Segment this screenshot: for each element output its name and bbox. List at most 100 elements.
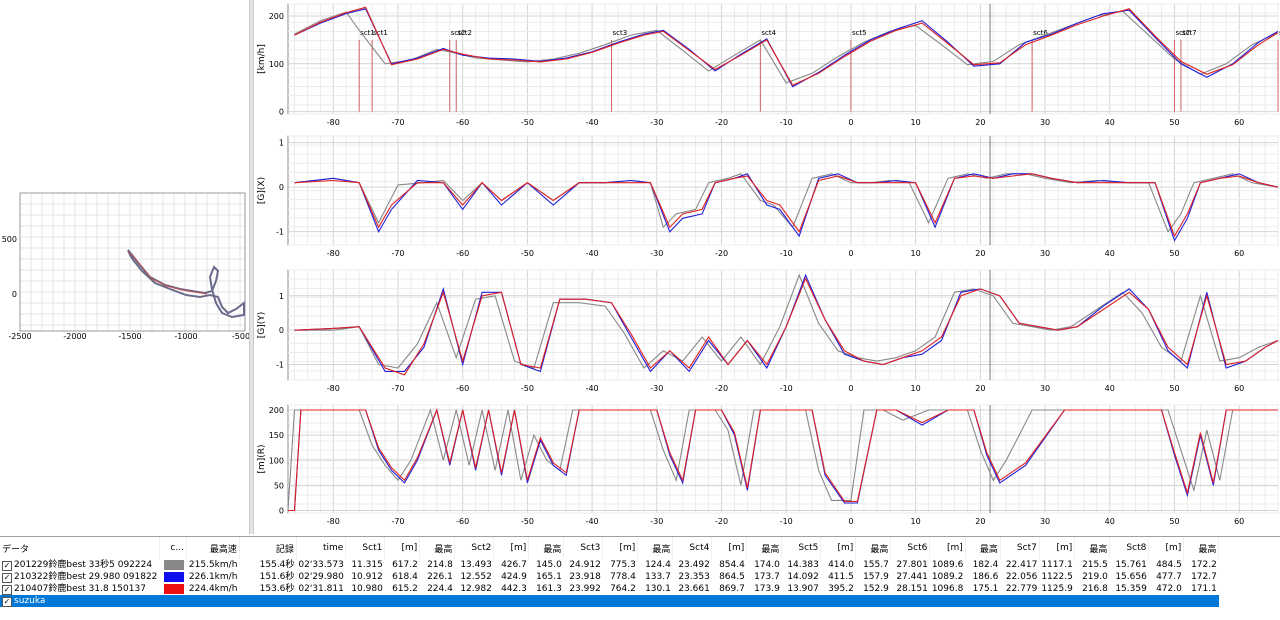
column-header[interactable]: Sct2 xyxy=(454,537,495,559)
sector-label: sct7 xyxy=(1182,29,1197,37)
map-x-tick: -1000 xyxy=(174,332,197,341)
table-cell: 174.0 xyxy=(754,560,780,570)
chart-panel-2[interactable]: -101-80 -70 -60 -50 -40 -30 -20 -10 0 10 20 30 40 50 6… xyxy=(257,135,1279,258)
x-tick-label: -40 xyxy=(586,249,599,258)
y-tick-label: -1 xyxy=(276,228,284,237)
column-header[interactable]: [m] xyxy=(1039,537,1076,559)
color-swatch[interactable] xyxy=(164,571,185,582)
y-axis-label: [km/h] xyxy=(257,44,267,74)
column-header[interactable]: [m] xyxy=(820,537,857,559)
table-cell: 11.315 xyxy=(351,560,383,570)
table-cell: 14.092 xyxy=(787,572,819,582)
column-header[interactable]: c... xyxy=(159,537,187,559)
color-swatch[interactable] xyxy=(164,583,185,594)
column-header[interactable]: 最高 xyxy=(746,537,783,559)
x-tick-label: 50 xyxy=(1169,249,1179,258)
column-header[interactable]: [m] xyxy=(602,537,639,559)
table-cell: 02'29.980 xyxy=(298,572,344,582)
column-header[interactable]: [m] xyxy=(493,537,530,559)
row-checkbox[interactable]: ✓ xyxy=(2,585,12,595)
x-tick-label: -50 xyxy=(521,384,534,393)
table-cell xyxy=(820,595,856,607)
table-cell: 618.4 xyxy=(392,572,418,582)
x-tick-label: 60 xyxy=(1234,384,1244,393)
column-header[interactable]: Sct7 xyxy=(1000,537,1040,559)
table-cell: 615.2 xyxy=(392,584,418,594)
column-header[interactable]: time xyxy=(296,537,347,559)
column-header[interactable]: Sct3 xyxy=(563,537,604,559)
table-cell: 173.7 xyxy=(754,572,780,582)
column-header[interactable]: [m] xyxy=(711,537,748,559)
x-tick-label: 10 xyxy=(911,517,921,526)
table-cell xyxy=(1183,595,1219,607)
column-header[interactable]: Sct4 xyxy=(672,537,713,559)
table-cell xyxy=(1039,595,1075,607)
x-tick-label: -10 xyxy=(780,517,793,526)
column-header[interactable]: データ xyxy=(0,537,160,559)
column-header[interactable]: 最高 xyxy=(419,537,456,559)
table-cell: 15.359 xyxy=(1115,584,1147,594)
x-tick-label: -10 xyxy=(780,249,793,258)
x-tick-label: 30 xyxy=(1040,517,1050,526)
column-header[interactable]: 最高 xyxy=(1183,537,1220,559)
x-tick-label: 50 xyxy=(1169,384,1179,393)
table-cell: 27.801 xyxy=(896,560,928,570)
lap-data-table: データ c... 最高速 記録 time Sct1 [m] 最高 Sct2 [m] 最高 Sct3 [m… xyxy=(0,536,1280,620)
table-cell: 395.2 xyxy=(828,584,854,594)
table-cell: 22.417 xyxy=(1005,560,1038,570)
color-swatch[interactable] xyxy=(164,559,185,570)
column-header[interactable]: 最高 xyxy=(528,537,565,559)
column-header[interactable]: 最高 xyxy=(855,537,892,559)
row-checkbox[interactable]: ✓ xyxy=(2,561,12,571)
column-header[interactable]: 最高速 xyxy=(186,537,240,559)
column-header[interactable]: 最高 xyxy=(965,537,1001,559)
column-header[interactable]: 記録 xyxy=(239,537,297,559)
column-header[interactable]: Sct5 xyxy=(781,537,822,559)
column-header[interactable]: Sct8 xyxy=(1109,537,1150,559)
table-row[interactable]: ✓ 210407鈴鹿best 31.8 150137 224.4km/h 153.6秒… xyxy=(0,583,1219,595)
track-map[interactable]: -2500 -2000 -1500 -1000 -500 500 0 xyxy=(0,185,249,345)
table-cell: 23.661 xyxy=(678,584,710,594)
table-cell: 172.2 xyxy=(1191,560,1217,570)
table-row[interactable]: ✓ suzuka xyxy=(0,595,1219,607)
sector-label: sct1 xyxy=(373,29,388,37)
chart-panel-4[interactable]: 0 50 100 150 200 -80 -70 -60 -50 -40 -30 -20 -10 0 10 2… xyxy=(257,404,1279,526)
column-header[interactable]: 最高 xyxy=(1074,537,1111,559)
table-cell: 130.1 xyxy=(645,584,671,594)
x-tick-label: -40 xyxy=(586,118,599,127)
map-y-tick: 0 xyxy=(12,290,17,299)
column-header[interactable]: 最高 xyxy=(637,537,674,559)
table-cell: 775.3 xyxy=(610,560,636,570)
x-tick-label: -30 xyxy=(650,517,663,526)
y-tick-label: 1 xyxy=(279,292,284,301)
series-line-1 xyxy=(294,273,1279,369)
column-header[interactable]: [m] xyxy=(1148,537,1185,559)
table-cell xyxy=(186,595,240,607)
table-row[interactable]: ✓ 201229鈴鹿best 33秒5 092224 215.5km/h 155.4秒… xyxy=(0,559,1219,571)
x-tick-label: -10 xyxy=(780,118,793,127)
table-cell: 1089.2 xyxy=(931,572,964,582)
x-tick-label: 10 xyxy=(911,249,921,258)
table-cell: 778.4 xyxy=(610,572,636,582)
column-header[interactable]: Sct6 xyxy=(890,537,931,559)
sector-label: sct1 xyxy=(360,29,375,37)
map-y-tick: 500 xyxy=(2,235,17,244)
row-checkbox[interactable]: ✓ xyxy=(2,597,12,607)
column-header[interactable]: Sct1 xyxy=(345,537,386,559)
y-tick-label: -1 xyxy=(276,361,284,370)
chart-panel-3[interactable]: -101-80 -70 -60 -50 -40 -30 -20 -10 0 10 20 30 40 50 6… xyxy=(257,269,1279,393)
row-checkbox[interactable]: ✓ xyxy=(2,573,12,583)
table-cell: 214.8 xyxy=(427,560,453,570)
column-header[interactable]: [m] xyxy=(384,537,421,559)
column-header[interactable]: [m] xyxy=(929,537,966,559)
chart-panel-1[interactable]: 0 100 200 -80 -70 -60 -50 -40 -30 -20 -10 0 10 20 30 40… xyxy=(257,3,1280,127)
pane-splitter[interactable] xyxy=(249,0,254,534)
table-cell: 1117.1 xyxy=(1041,560,1073,570)
table-cell xyxy=(528,595,564,607)
table-cell: 215.5km/h xyxy=(188,560,238,570)
x-tick-label: -20 xyxy=(715,384,728,393)
series-line-3 xyxy=(294,173,1279,238)
table-cell: 02'33.573 xyxy=(298,560,344,570)
table-row[interactable]: ✓ 210322鈴鹿best 29.980 091822 226.1km/h 151.… xyxy=(0,571,1219,583)
